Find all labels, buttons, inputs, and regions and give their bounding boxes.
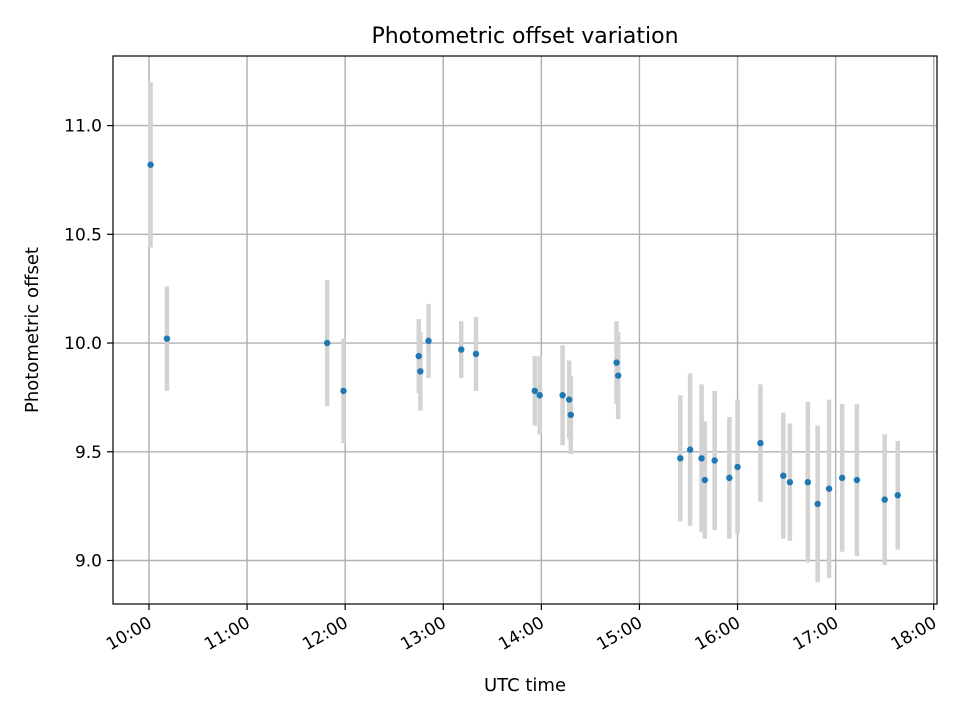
data-point: [838, 474, 846, 482]
data-point: [565, 396, 573, 403]
x-axis-label: UTC time: [484, 675, 566, 696]
data-point: [417, 368, 424, 375]
y-tick-label: 11.0: [64, 117, 102, 137]
data-point: [536, 392, 543, 399]
y-tick-label: 9.5: [75, 443, 102, 463]
point-layer: [147, 161, 901, 508]
y-tick-label: 10.5: [64, 225, 102, 245]
x-tick-label: 16:00: [692, 613, 744, 655]
data-point: [415, 352, 422, 360]
y-tick-label: 9.0: [75, 552, 102, 572]
data-point: [340, 387, 347, 395]
data-point: [734, 463, 741, 471]
data-point: [147, 161, 154, 168]
data-point: [567, 411, 574, 419]
data-point: [686, 446, 694, 453]
data-point: [701, 476, 709, 484]
y-axis-label: Photometric offset: [22, 247, 43, 413]
data-point: [726, 474, 733, 482]
data-point: [780, 472, 787, 479]
x-tick-label: 10:00: [103, 613, 155, 655]
x-tick-label: 13:00: [397, 613, 449, 655]
data-point: [677, 455, 684, 462]
data-point: [853, 476, 861, 484]
data-point: [894, 492, 901, 499]
x-tick-label: 14:00: [495, 613, 547, 655]
data-point: [425, 337, 432, 345]
x-tick-label: 15:00: [594, 613, 646, 655]
data-point: [472, 350, 480, 358]
data-point: [614, 372, 622, 379]
errorbar-layer: [148, 82, 901, 583]
data-point: [825, 485, 833, 492]
data-point: [804, 479, 812, 486]
data-point: [559, 392, 566, 399]
data-point: [531, 387, 539, 395]
x-tick-label: 12:00: [299, 613, 351, 655]
plot-frame: [112, 55, 938, 605]
chart-title: Photometric offset variation: [371, 24, 678, 49]
data-point: [786, 479, 794, 486]
tick-layer: 10:00 11:00 12:00 13:00 14:00 15:00 16:00 17:00…: [64, 117, 940, 655]
y-tick-label: 10.0: [64, 334, 102, 354]
x-tick-label: 11:00: [201, 613, 253, 655]
data-point: [711, 457, 718, 464]
x-tick-label: 18:00: [888, 613, 940, 655]
data-point: [163, 335, 171, 342]
data-point: [757, 439, 764, 447]
data-point: [458, 346, 465, 353]
data-point: [323, 339, 331, 347]
data-point: [613, 359, 620, 366]
x-tick-label: 17:00: [790, 613, 842, 655]
data-point: [698, 455, 705, 462]
grid-layer: [113, 56, 937, 604]
data-point: [881, 496, 888, 503]
data-point: [814, 500, 821, 508]
